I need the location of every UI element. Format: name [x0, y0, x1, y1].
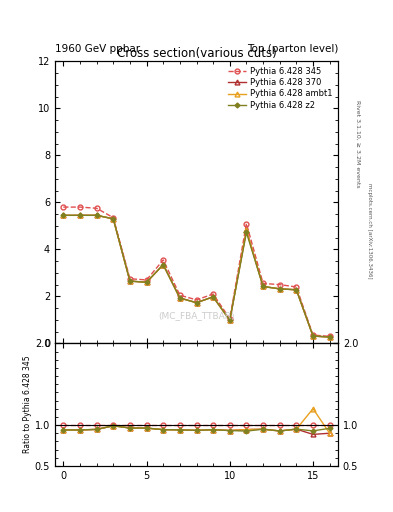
Line: Pythia 6.428 345: Pythia 6.428 345: [61, 205, 332, 339]
Legend: Pythia 6.428 345, Pythia 6.428 370, Pythia 6.428 ambt1, Pythia 6.428 z2: Pythia 6.428 345, Pythia 6.428 370, Pyth…: [226, 66, 334, 111]
Pythia 6.428 z2: [78, 212, 83, 219]
Pythia 6.428 370: [310, 333, 315, 339]
Pythia 6.428 ambt1: [261, 284, 265, 290]
Pythia 6.428 ambt1: [211, 294, 215, 300]
Text: mcplots.cern.ch [arXiv:1306.3436]: mcplots.cern.ch [arXiv:1306.3436]: [367, 183, 373, 278]
Pythia 6.428 ambt1: [61, 212, 66, 219]
Pythia 6.428 370: [178, 295, 182, 301]
Pythia 6.428 370: [244, 227, 249, 233]
Pythia 6.428 ambt1: [194, 300, 199, 306]
Pythia 6.428 370: [194, 300, 199, 306]
Pythia 6.428 370: [228, 317, 232, 324]
Pythia 6.428 z2: [111, 216, 116, 222]
Pythia 6.428 ambt1: [228, 317, 232, 324]
Text: (MC_FBA_TTBAR): (MC_FBA_TTBAR): [158, 311, 235, 319]
Pythia 6.428 370: [94, 212, 99, 219]
Y-axis label: Ratio to Pythia 6.428 345: Ratio to Pythia 6.428 345: [23, 356, 32, 454]
Pythia 6.428 z2: [211, 294, 215, 300]
Pythia 6.428 z2: [228, 317, 232, 324]
Pythia 6.428 ambt1: [78, 212, 83, 219]
Pythia 6.428 370: [261, 284, 265, 290]
Pythia 6.428 370: [128, 278, 132, 284]
Pythia 6.428 z2: [144, 279, 149, 285]
Pythia 6.428 z2: [244, 229, 249, 236]
Pythia 6.428 370: [111, 216, 116, 222]
Line: Pythia 6.428 z2: Pythia 6.428 z2: [62, 214, 331, 339]
Pythia 6.428 z2: [61, 212, 66, 219]
Pythia 6.428 z2: [277, 286, 282, 292]
Pythia 6.428 370: [277, 286, 282, 292]
Pythia 6.428 z2: [128, 278, 132, 284]
Pythia 6.428 345: [61, 204, 66, 210]
Pythia 6.428 345: [194, 297, 199, 303]
Pythia 6.428 ambt1: [111, 216, 116, 222]
Pythia 6.428 345: [294, 284, 299, 290]
Pythia 6.428 ambt1: [294, 287, 299, 293]
Pythia 6.428 345: [228, 315, 232, 322]
Text: 1960 GeV ppbar: 1960 GeV ppbar: [55, 44, 140, 54]
Pythia 6.428 z2: [310, 333, 315, 339]
Pythia 6.428 ambt1: [327, 334, 332, 340]
Title: Cross section(various cuts): Cross section(various cuts): [117, 47, 276, 60]
Pythia 6.428 345: [144, 277, 149, 283]
Pythia 6.428 ambt1: [310, 333, 315, 339]
Pythia 6.428 345: [310, 332, 315, 338]
Pythia 6.428 345: [94, 205, 99, 211]
Text: Rivet 3.1.10, ≥ 3.2M events: Rivet 3.1.10, ≥ 3.2M events: [356, 99, 361, 187]
Pythia 6.428 z2: [94, 212, 99, 219]
Pythia 6.428 ambt1: [128, 278, 132, 284]
Pythia 6.428 ambt1: [144, 279, 149, 285]
Pythia 6.428 ambt1: [277, 286, 282, 292]
Pythia 6.428 345: [277, 282, 282, 288]
Pythia 6.428 345: [261, 281, 265, 287]
Pythia 6.428 ambt1: [244, 227, 249, 233]
Pythia 6.428 345: [78, 204, 83, 210]
Pythia 6.428 345: [327, 333, 332, 339]
Pythia 6.428 345: [211, 291, 215, 297]
Line: Pythia 6.428 370: Pythia 6.428 370: [61, 213, 332, 339]
Pythia 6.428 345: [244, 221, 249, 227]
Pythia 6.428 ambt1: [161, 262, 165, 268]
Pythia 6.428 370: [161, 262, 165, 268]
Pythia 6.428 370: [294, 287, 299, 293]
Pythia 6.428 z2: [161, 262, 165, 268]
Pythia 6.428 345: [128, 275, 132, 282]
Pythia 6.428 345: [161, 257, 165, 263]
Pythia 6.428 370: [61, 212, 66, 219]
Pythia 6.428 370: [78, 212, 83, 219]
Pythia 6.428 z2: [261, 284, 265, 290]
Pythia 6.428 370: [327, 334, 332, 340]
Pythia 6.428 370: [144, 279, 149, 285]
Pythia 6.428 345: [111, 215, 116, 221]
Pythia 6.428 z2: [178, 295, 182, 301]
Pythia 6.428 ambt1: [94, 212, 99, 219]
Line: Pythia 6.428 ambt1: Pythia 6.428 ambt1: [61, 213, 332, 339]
Pythia 6.428 ambt1: [178, 295, 182, 301]
Text: Top (parton level): Top (parton level): [246, 44, 338, 54]
Pythia 6.428 z2: [194, 300, 199, 306]
Pythia 6.428 370: [211, 294, 215, 300]
Pythia 6.428 z2: [294, 287, 299, 293]
Pythia 6.428 345: [178, 292, 182, 298]
Pythia 6.428 z2: [327, 334, 332, 340]
